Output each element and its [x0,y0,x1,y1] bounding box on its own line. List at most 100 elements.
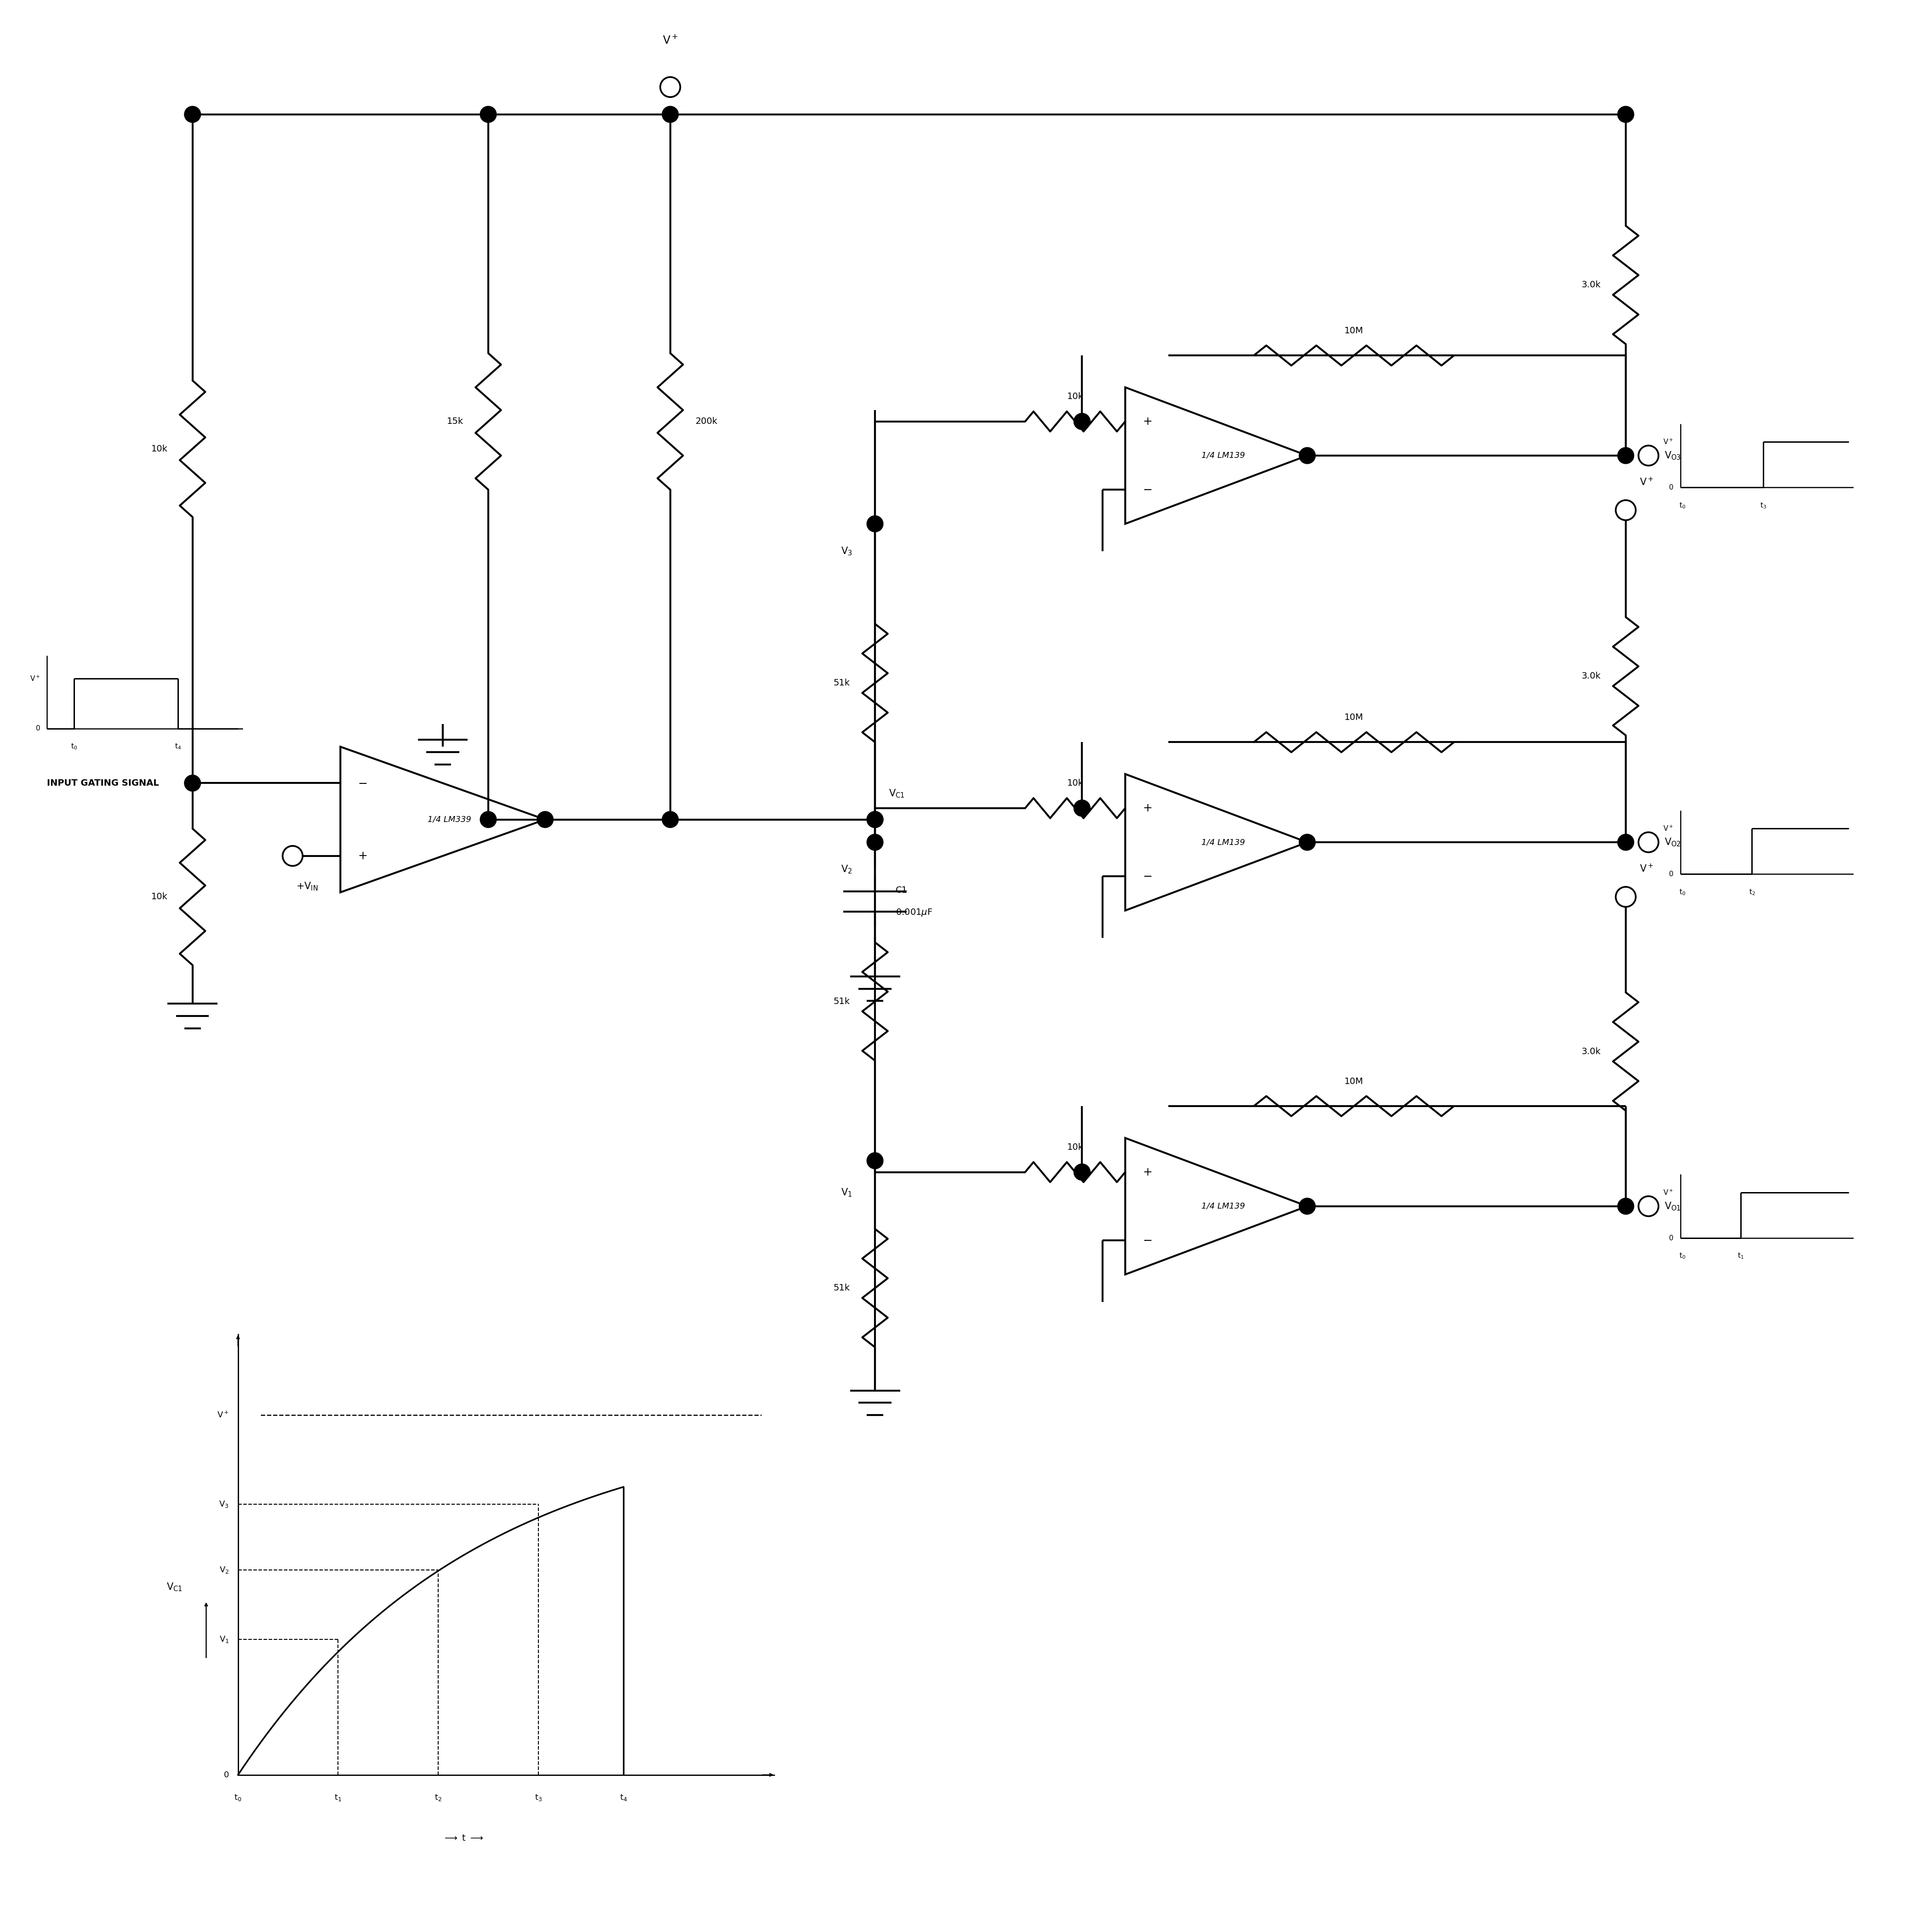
Text: 10k: 10k [1066,392,1084,402]
Circle shape [1617,1199,1634,1214]
Circle shape [282,845,303,866]
Circle shape [1615,887,1636,906]
Text: $-$: $-$ [1142,870,1151,881]
Text: V$^+$: V$^+$ [663,34,678,46]
Circle shape [1298,447,1316,465]
Text: t$_0$: t$_0$ [1679,1252,1687,1260]
Circle shape [1617,447,1634,465]
Circle shape [1074,1164,1090,1180]
Text: 10k: 10k [151,893,168,901]
Text: V$_3$: V$_3$ [218,1499,228,1509]
Text: V$^+$: V$^+$ [216,1411,228,1421]
Text: C1: C1 [895,885,908,895]
Circle shape [663,811,678,828]
Text: t$_3$: t$_3$ [535,1793,543,1803]
Text: V$_1$: V$_1$ [218,1635,228,1644]
Text: V$_1$: V$_1$ [840,1187,852,1199]
Text: t$_0$: t$_0$ [1679,887,1687,897]
Circle shape [479,811,497,828]
Text: 10k: 10k [151,444,168,453]
Text: 0: 0 [1669,1235,1673,1241]
Text: V$_{\rm O2}$: V$_{\rm O2}$ [1663,837,1681,847]
Text: 200k: 200k [696,417,717,426]
Text: t$_4$: t$_4$ [174,742,182,751]
Circle shape [479,107,497,122]
Text: 51k: 51k [833,1283,850,1293]
Circle shape [1074,799,1090,816]
Text: 0: 0 [224,1771,228,1778]
Text: 51k: 51k [833,679,850,688]
Text: 3.0k: 3.0k [1580,671,1602,681]
Text: +: + [1142,1166,1151,1178]
Circle shape [1074,799,1090,816]
Text: 10M: 10M [1345,713,1364,721]
Circle shape [1617,834,1634,851]
Text: 0.001$\mu$F: 0.001$\mu$F [895,908,933,918]
Text: V$_{\rm C1}$: V$_{\rm C1}$ [889,788,904,799]
Text: 1/4 LM139: 1/4 LM139 [1202,451,1244,459]
Circle shape [184,107,201,122]
Text: 1/4 LM339: 1/4 LM339 [427,815,471,824]
Circle shape [1638,832,1658,853]
Circle shape [867,516,883,532]
Text: 10M: 10M [1345,1076,1364,1086]
Circle shape [1298,1199,1316,1214]
Text: V$^+$: V$^+$ [29,675,41,683]
Text: $-$: $-$ [1142,484,1151,495]
Text: 1/4 LM139: 1/4 LM139 [1202,1203,1244,1210]
Text: 10k: 10k [1066,778,1084,788]
Text: 1/4 LM139: 1/4 LM139 [1202,837,1244,847]
Circle shape [1638,445,1658,467]
Circle shape [537,811,553,828]
Text: V$_3$: V$_3$ [840,545,852,556]
Text: V$_{\rm O3}$: V$_{\rm O3}$ [1663,449,1681,461]
Text: t$_2$: t$_2$ [1748,887,1754,897]
Circle shape [1615,501,1636,520]
Text: 10k: 10k [1066,1143,1084,1151]
Text: 10M: 10M [1345,327,1364,335]
Text: V$_2$: V$_2$ [218,1566,228,1574]
Text: +V$_{\rm IN}$: +V$_{\rm IN}$ [296,881,319,891]
Text: t$_0$: t$_0$ [71,742,77,751]
Circle shape [1298,834,1316,851]
Text: $\longrightarrow$ t $\longrightarrow$: $\longrightarrow$ t $\longrightarrow$ [442,1834,483,1843]
Text: +: + [1142,803,1151,815]
Circle shape [1617,107,1634,122]
Text: V$^+$: V$^+$ [1663,824,1673,832]
Text: V$^+$: V$^+$ [1640,864,1654,874]
Circle shape [1638,1197,1658,1216]
Text: t$_1$: t$_1$ [1737,1252,1745,1260]
Text: V$^+$: V$^+$ [1663,438,1673,445]
Text: $-$: $-$ [1142,1235,1151,1247]
Circle shape [867,1153,883,1168]
Text: 51k: 51k [833,998,850,1006]
Circle shape [867,811,883,828]
Text: t$_3$: t$_3$ [1760,501,1766,511]
Text: 3.0k: 3.0k [1580,1048,1602,1055]
Text: V$_{\rm O1}$: V$_{\rm O1}$ [1663,1201,1681,1212]
Text: t$_0$: t$_0$ [234,1793,242,1803]
Text: $-$: $-$ [357,778,367,788]
Text: 3.0k: 3.0k [1580,281,1602,289]
Text: t$_1$: t$_1$ [334,1793,342,1803]
Text: +: + [1142,417,1151,426]
Text: V$^+$: V$^+$ [1663,1189,1673,1197]
Text: 15k: 15k [446,417,464,426]
Text: V$_{\rm C1}$: V$_{\rm C1}$ [166,1581,182,1593]
Text: +: + [357,851,367,862]
Circle shape [1074,413,1090,430]
Text: 0: 0 [35,725,41,732]
Circle shape [661,76,680,98]
Text: INPUT GATING SIGNAL: INPUT GATING SIGNAL [46,778,158,788]
Circle shape [184,774,201,792]
Text: t$_2$: t$_2$ [435,1793,442,1803]
Circle shape [867,811,883,828]
Text: V$_2$: V$_2$ [840,864,852,876]
Text: t$_0$: t$_0$ [1679,501,1687,511]
Text: 0: 0 [1669,870,1673,878]
Circle shape [1074,413,1090,430]
Text: t$_4$: t$_4$ [620,1793,628,1803]
Circle shape [1074,1164,1090,1180]
Circle shape [663,107,678,122]
Circle shape [867,834,883,851]
